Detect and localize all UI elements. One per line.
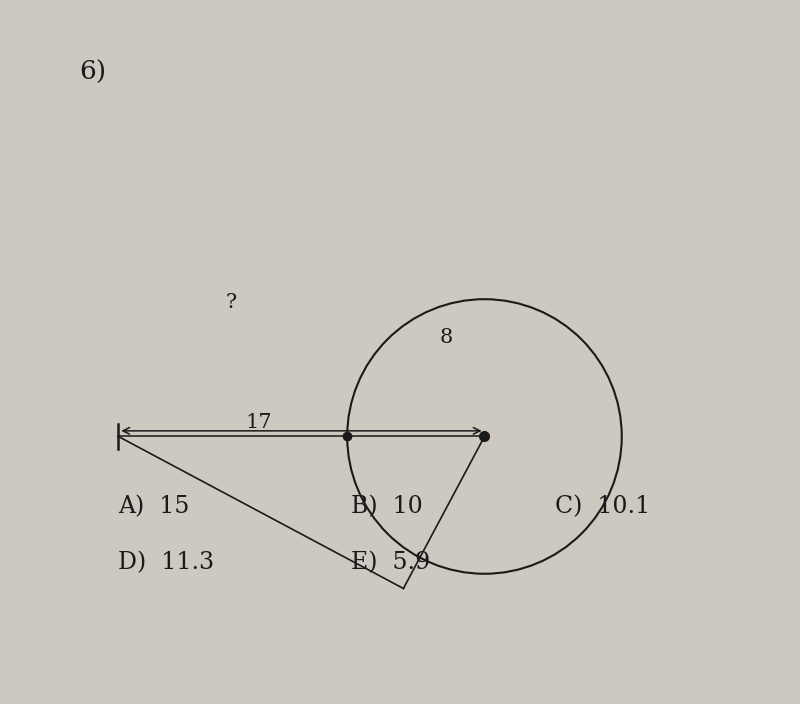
Text: B)  10: B) 10 bbox=[350, 496, 422, 518]
Text: E)  5.9: E) 5.9 bbox=[350, 552, 430, 574]
Text: C)  10.1: C) 10.1 bbox=[555, 496, 650, 518]
Text: A)  15: A) 15 bbox=[118, 496, 190, 518]
Text: 17: 17 bbox=[246, 413, 273, 432]
Text: ?: ? bbox=[226, 294, 237, 312]
Text: 6): 6) bbox=[80, 60, 107, 85]
Text: 8: 8 bbox=[439, 329, 452, 347]
Text: D)  11.3: D) 11.3 bbox=[118, 552, 214, 574]
